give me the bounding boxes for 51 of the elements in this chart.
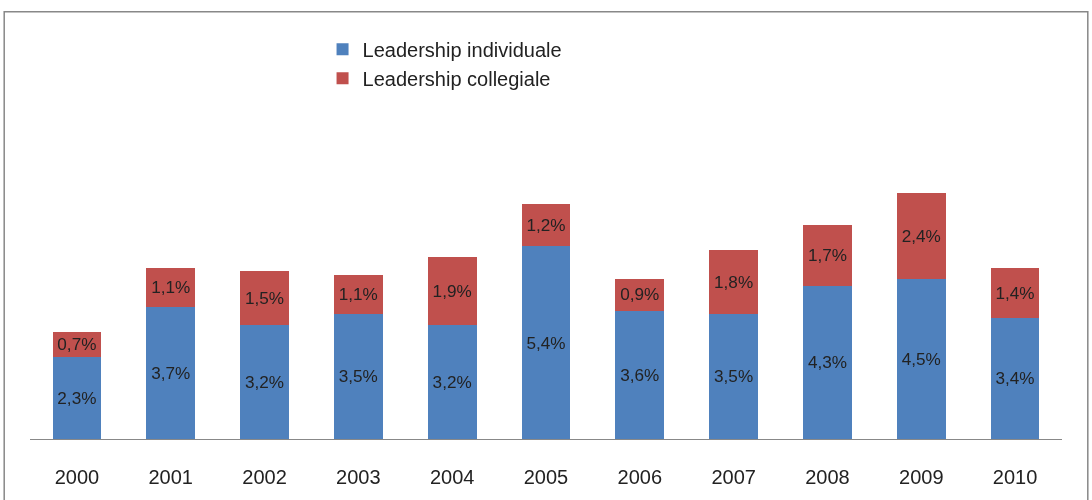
data-label: 4,3% <box>807 352 847 373</box>
data-label: 3,2% <box>244 371 285 392</box>
legend-label: Leadership collegiale <box>362 68 551 91</box>
legend-label: Leadership individuale <box>362 39 562 62</box>
bar <box>803 285 852 439</box>
x-tick-label: 2005 <box>523 466 569 488</box>
data-label: 1,2% <box>526 214 566 235</box>
bar <box>427 257 477 325</box>
bar <box>427 324 477 439</box>
data-label: 1,9% <box>432 280 472 301</box>
data-label: 1,1% <box>151 277 191 298</box>
data-label: 1,8% <box>714 271 754 292</box>
data-label: 1,5% <box>244 288 285 309</box>
bar <box>146 307 196 439</box>
x-tick-label: 2008 <box>805 466 850 488</box>
data-label: 5,4% <box>526 332 566 353</box>
bar <box>615 310 665 439</box>
bar <box>521 246 571 439</box>
data-label: 3,5% <box>338 366 378 387</box>
bar <box>240 324 289 439</box>
x-tick-label: 2007 <box>711 466 756 488</box>
x-tick-label: 2004 <box>429 466 475 488</box>
bar <box>896 192 946 279</box>
data-label: 4,5% <box>901 348 941 369</box>
x-tick-label: 2003 <box>336 466 381 488</box>
x-tick-label: 2006 <box>617 466 663 488</box>
data-label: 3,5% <box>714 366 754 387</box>
data-label: 2,4% <box>901 225 941 246</box>
data-label: 2,3% <box>57 387 97 408</box>
bar <box>896 278 946 439</box>
bar <box>52 356 102 439</box>
bar <box>240 271 289 325</box>
x-tick-label: 2009 <box>899 466 944 488</box>
data-label: 3,4% <box>995 368 1035 389</box>
data-label: 1,7% <box>807 245 847 266</box>
data-label: 0,9% <box>620 284 660 305</box>
x-tick-label: 2000 <box>54 466 100 488</box>
bar <box>803 225 852 286</box>
x-tick-label: 2010 <box>992 466 1038 488</box>
x-tick-label: 2002 <box>242 466 287 488</box>
x-tick-label: 2001 <box>148 466 193 488</box>
bar <box>709 250 759 315</box>
data-label: 0,7% <box>57 334 97 355</box>
data-label: 3,2% <box>432 371 472 392</box>
bar <box>709 314 759 439</box>
bar <box>333 314 383 439</box>
data-label: 3,7% <box>151 362 191 383</box>
bar <box>990 317 1040 439</box>
data-label: 3,6% <box>620 364 660 385</box>
data-label: 1,4% <box>995 282 1035 303</box>
data-label: 1,1% <box>338 284 378 305</box>
